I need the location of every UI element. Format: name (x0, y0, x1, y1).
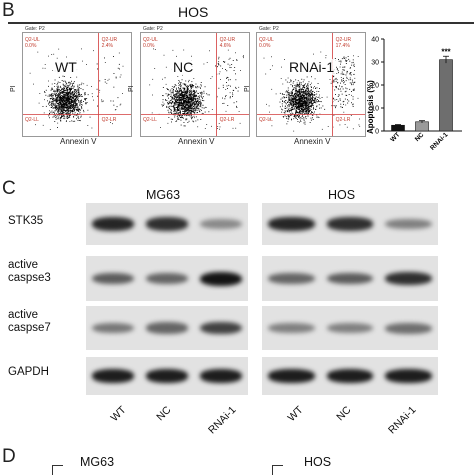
flow-quadrant-lr: Q2-LR (219, 117, 235, 124)
blot-band (268, 217, 315, 231)
blot-band (92, 322, 134, 334)
chart-y-label: Apoptosis (%) (366, 80, 375, 134)
chart-significance-annotation: *** (441, 47, 451, 56)
blot-band (385, 369, 432, 383)
flow-x-axis-label: Annexin V (178, 137, 215, 146)
flow-quadrant-lr: Q2-LR (335, 117, 351, 124)
panel-b-title: HOS (178, 4, 209, 20)
chart-bar (391, 124, 405, 132)
flow-plot-nc: Gate: P2 Q2-UL 0.0% Q2-UR 4.6% Q2-LL Q2-LR NC (140, 26, 250, 137)
panel-b-letter: B (2, 0, 15, 21)
blot-band (268, 322, 315, 334)
blot-band (146, 217, 188, 231)
blot-band (385, 322, 432, 334)
panel-d-axis-left (52, 465, 63, 475)
flow-quadrant-ul: Q2-UL 0.0% (25, 37, 40, 49)
flow-y-axis-label: PI (10, 85, 17, 92)
blot-band (326, 369, 374, 383)
flow-sample-label: WT (53, 59, 79, 75)
flow-quadrant-ur: Q2-UR 2.4% (101, 37, 118, 49)
blot-band (385, 218, 432, 230)
apoptosis-bar-chart: Apoptosis (%) 0 10 20 30 40 WT NC RNAi-1 *** (366, 37, 462, 152)
flow-quadrant-ul: Q2-UL 0.0% (143, 37, 158, 49)
chart-y-tick-label: 20 (371, 83, 379, 90)
flow-gate-label: Gate: P2 (25, 26, 45, 32)
blot-band (200, 271, 242, 286)
flow-quadrant-ll: Q2-LL (143, 117, 157, 124)
blot-strip-hos-2 (262, 306, 438, 350)
lane-label-hos-rnai: RNAi-1 (386, 404, 419, 437)
flow-sample-label: NC (171, 59, 196, 75)
blot-strip-mg63-0 (86, 203, 248, 245)
panel-d-axis-right (272, 465, 283, 475)
chart-y-tick-label: 30 (371, 60, 379, 67)
flow-dots (23, 33, 131, 136)
blot-band (146, 369, 188, 383)
row-label-caspase7: active caspse7 (8, 309, 51, 334)
lane-label-mg63-wt: WT (108, 404, 129, 425)
blot-band (326, 217, 374, 231)
flow-quadrant-ur: Q2-UR 4.6% (219, 37, 236, 49)
blot-band (92, 369, 134, 383)
flow-x-axis-label: Annexin V (294, 137, 331, 146)
flow-y-axis-label: PI (128, 85, 135, 92)
blot-band (92, 217, 134, 231)
blot-band (146, 322, 188, 334)
blot-band (146, 272, 188, 285)
panel-d-title-mg63: MG63 (80, 455, 115, 469)
chart-x-tick-label: RNAi-1 (429, 131, 450, 152)
group-title-hos: HOS (328, 188, 356, 202)
chart-y-tick-label: 10 (371, 106, 379, 113)
flow-quadrant-ur: Q2-UR 17.4% (335, 37, 352, 49)
row-label-stk35: STK35 (8, 215, 44, 227)
lane-label-hos-nc: NC (334, 404, 354, 424)
blot-strip-mg63-2 (86, 306, 248, 350)
blot-band (326, 272, 374, 285)
chart-bar (415, 121, 429, 132)
blot-band (200, 218, 242, 230)
flow-quadrant-ul: Q2-UL 0.0% (259, 37, 274, 49)
blot-strip-hos-1 (262, 256, 438, 301)
flow-quadrant-lr: Q2-LR (101, 117, 117, 124)
blot-strip-hos-3 (262, 357, 438, 395)
blot-band (268, 369, 315, 383)
chart-y-tick-label: 40 (371, 37, 379, 44)
blot-strip-mg63-1 (86, 256, 248, 301)
panel-d-letter: D (2, 446, 16, 467)
blot-band (200, 321, 242, 335)
flow-x-axis-label: Annexin V (60, 137, 97, 146)
blot-band (200, 369, 242, 383)
flow-quadrant-ll: Q2-LL (25, 117, 39, 124)
flow-sample-label: RNAi-1 (287, 59, 337, 75)
flow-y-axis-label: PI (244, 85, 251, 92)
blot-band (92, 272, 134, 285)
chart-y-tick-label: 0 (375, 129, 379, 136)
chart-bar (439, 59, 453, 132)
flow-gate-label: Gate: P2 (143, 26, 163, 32)
flow-quadrant-ll: Q2-LL (259, 117, 273, 124)
row-label-caspase3: active caspse3 (8, 259, 51, 284)
flow-plot-wt: Gate: P2 Q2-UL 0.0% Q2-UR 2.4% Q2-LL Q2-LR WT (22, 26, 132, 137)
blot-band (385, 271, 432, 286)
panel-b-rule (8, 22, 474, 24)
chart-x-tick-label: WT (389, 131, 401, 143)
flow-dots (257, 33, 365, 136)
blot-band (326, 322, 374, 334)
blot-band (268, 272, 315, 285)
blot-strip-mg63-3 (86, 357, 248, 395)
blot-strip-hos-0 (262, 203, 438, 245)
panel-d-title-hos: HOS (304, 455, 332, 469)
lane-label-mg63-rnai: RNAi-1 (206, 404, 239, 437)
lane-label-hos-wt: WT (285, 404, 306, 425)
row-label-gapdh: GAPDH (8, 366, 49, 378)
chart-x-tick-label: NC (414, 131, 426, 143)
lane-label-mg63-nc: NC (154, 404, 174, 424)
flow-dots (141, 33, 249, 136)
flow-plot-rnai1: Gate: P2 Q2-UL 0.0% Q2-UR 17.4% Q2-LL Q2-LR R… (256, 26, 366, 137)
panel-c-letter: C (2, 178, 16, 199)
flow-gate-label: Gate: P2 (259, 26, 279, 32)
group-title-mg63: MG63 (146, 188, 181, 202)
